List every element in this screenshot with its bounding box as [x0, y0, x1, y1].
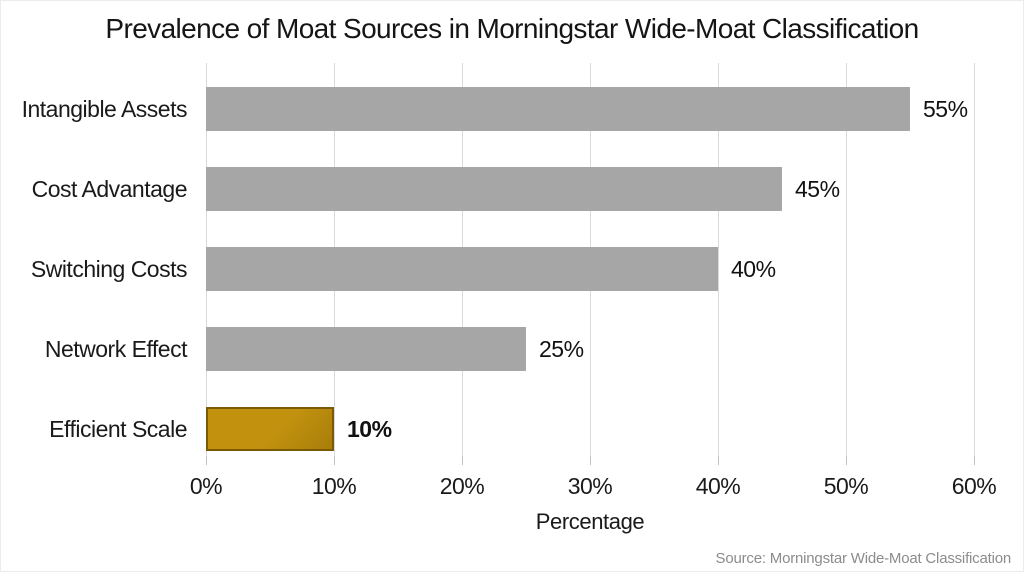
x-tick-label: 10% [311, 473, 357, 499]
x-tick-mark [334, 456, 335, 465]
source-attribution: Source: Morningstar Wide-Moat Classifica… [715, 550, 1012, 567]
x-tick-label: 40% [695, 473, 741, 499]
gridline [718, 63, 719, 456]
x-tick-label: 20% [439, 473, 485, 499]
bar [206, 87, 910, 131]
bar [206, 327, 526, 371]
gridline [846, 63, 847, 456]
x-tick-mark [846, 456, 847, 465]
x-axis: 0% 10% 20% 30% 40% 50% 60% [190, 456, 997, 506]
gridline [974, 63, 975, 456]
x-tick-label: 50% [823, 473, 869, 499]
value-label: 55% [923, 96, 968, 122]
x-tick-label: 30% [567, 473, 613, 499]
x-axis-label: Percentage [535, 509, 645, 534]
x-tick-mark [718, 456, 719, 465]
bar [206, 167, 782, 211]
plot-area: Intangible Assets 55% Cost Advantage 45% Swi… [22, 63, 975, 456]
bar [206, 247, 718, 291]
category-label: Switching Costs [30, 256, 188, 282]
category-label: Efficient Scale [49, 416, 187, 442]
x-tick-mark [462, 456, 463, 465]
x-tick-label: 0% [189, 473, 223, 499]
value-label: 40% [731, 256, 776, 282]
value-label: 45% [795, 176, 840, 202]
value-label: 10% [347, 416, 392, 442]
chart-title: Prevalence of Moat Sources in Morningsta… [105, 13, 919, 44]
category-label: Intangible Assets [21, 96, 188, 122]
category-label: Cost Advantage [31, 176, 188, 202]
x-tick-mark [590, 456, 591, 465]
value-label: 25% [539, 336, 584, 362]
category-label: Network Effect [44, 336, 188, 362]
bar-highlighted [206, 407, 334, 451]
x-tick-label: 60% [951, 473, 997, 499]
x-tick-mark [974, 456, 975, 465]
x-tick-mark [206, 456, 207, 465]
